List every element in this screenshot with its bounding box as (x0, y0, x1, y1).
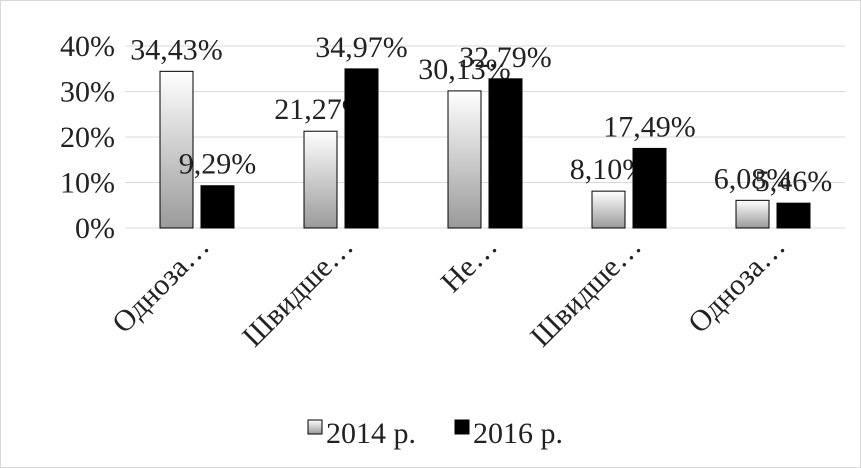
legend-swatch (307, 419, 323, 435)
legend-label: 2016 р. (473, 417, 563, 450)
value-label: 34,97% (315, 31, 408, 64)
y-tick-label: 10% (60, 167, 115, 200)
y-tick-label: 20% (60, 121, 115, 154)
bar (159, 70, 194, 229)
y-tick-label: 30% (60, 76, 115, 109)
value-label: 34,43% (130, 33, 223, 66)
bar (303, 130, 338, 229)
bar (776, 202, 811, 229)
bar (591, 190, 626, 229)
value-label: 5,46% (755, 165, 833, 198)
bar (488, 78, 523, 229)
y-tick-label: 40% (60, 30, 115, 63)
bar (447, 90, 482, 229)
y-tick-label: 0% (75, 212, 115, 245)
bar (344, 68, 379, 229)
bar (735, 199, 770, 229)
legend-swatch (454, 419, 470, 435)
legend-label: 2014 р. (326, 417, 416, 450)
value-label: 9,29% (179, 148, 257, 181)
bar (200, 185, 235, 229)
value-label: 6,08% (714, 162, 792, 195)
bar (632, 147, 667, 229)
value-label: 32,79% (459, 41, 552, 74)
value-label: 17,49% (603, 110, 696, 143)
